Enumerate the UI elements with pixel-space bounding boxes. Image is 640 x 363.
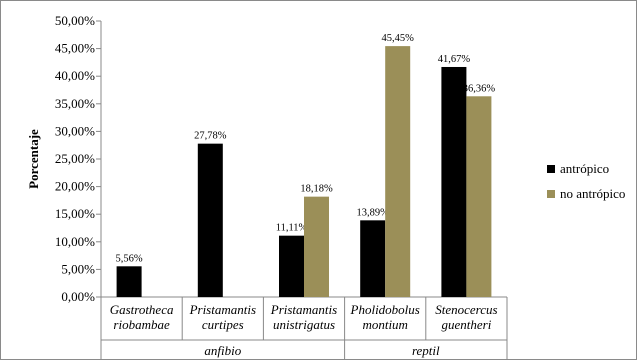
- category-label: Stenocercus: [435, 302, 497, 317]
- group-label: reptil: [412, 343, 440, 358]
- data-label: 18,18%: [300, 184, 333, 195]
- legend-swatch-antropico: [547, 165, 555, 173]
- y-tick-label: 30,00%: [55, 123, 95, 138]
- legend-label: antrópico: [560, 161, 609, 176]
- bar-antropico: [441, 66, 467, 297]
- category-label: Pholidobolus: [350, 302, 420, 317]
- bar-no-antropico: [304, 196, 329, 297]
- data-label: 5,56%: [116, 253, 143, 264]
- data-label: 45,45%: [382, 33, 415, 44]
- y-tick-label: 0,00%: [61, 289, 95, 304]
- legend-swatch-no-antropico: [547, 190, 555, 198]
- y-tick-label: 15,00%: [55, 206, 95, 221]
- category-label: Gastrotheca: [110, 302, 174, 317]
- y-tick-label: 25,00%: [55, 151, 95, 166]
- category-label: montium: [362, 317, 408, 332]
- bar-antropico: [279, 235, 304, 297]
- category-label: Pristamantis: [189, 302, 256, 317]
- data-label: 36,36%: [463, 83, 496, 94]
- bar-no-antropico: [385, 46, 411, 298]
- y-axis-title: Porcentaje: [26, 129, 41, 189]
- data-label: 41,67%: [438, 54, 471, 65]
- y-tick-label: 40,00%: [55, 68, 95, 83]
- data-label: 13,89%: [357, 207, 390, 218]
- y-tick-label: 35,00%: [55, 96, 95, 111]
- category-label: riobambae: [113, 317, 170, 332]
- y-tick-label: 50,00%: [55, 13, 95, 28]
- y-tick-label: 5,00%: [61, 261, 95, 276]
- y-tick-label: 10,00%: [55, 234, 95, 249]
- bar-no-antropico: [466, 96, 492, 297]
- category-label: unistrigatus: [273, 317, 335, 332]
- group-label: anfibio: [204, 343, 241, 358]
- y-tick-label: 45,00%: [55, 41, 95, 56]
- bar-antropico: [360, 220, 386, 297]
- category-label: curtipes: [202, 317, 244, 332]
- y-tick-label: 20,00%: [55, 179, 95, 194]
- legend-label: no antrópico: [560, 186, 625, 201]
- category-label: guentheri: [441, 317, 491, 332]
- data-label: 27,78%: [194, 131, 227, 142]
- data-label: 11,11%: [276, 223, 308, 234]
- bar-antropico: [116, 266, 142, 297]
- bar-antropico: [197, 143, 223, 297]
- category-label: Pristamantis: [270, 302, 337, 317]
